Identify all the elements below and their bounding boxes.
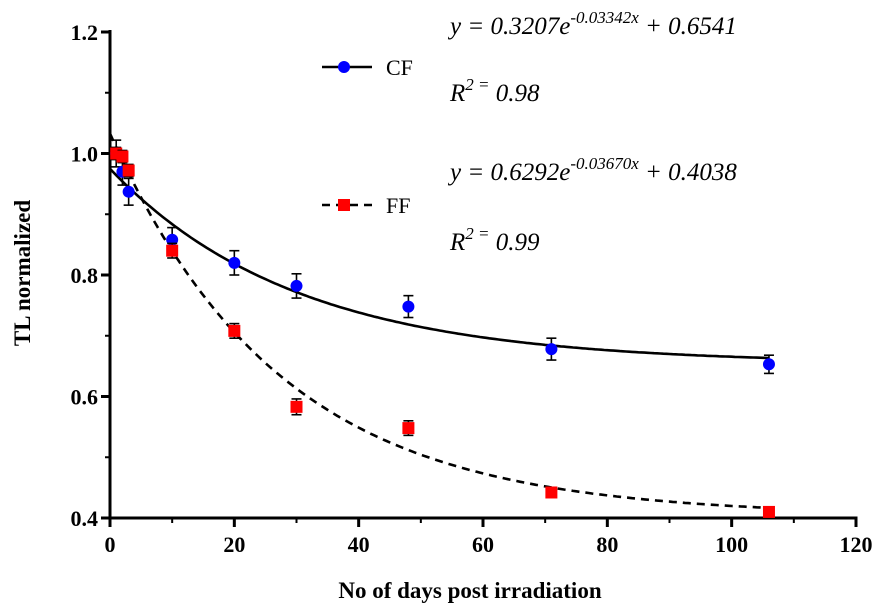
legend-label-ff: FF bbox=[386, 193, 410, 218]
fit-curve-cf bbox=[109, 167, 770, 360]
x-tick-label: 40 bbox=[348, 532, 370, 557]
point-cf bbox=[290, 279, 303, 292]
x-tick-label: 100 bbox=[715, 532, 748, 557]
x-tick-label: 80 bbox=[596, 532, 618, 557]
legend-label-cf: CF bbox=[386, 55, 413, 80]
fit-curve-ff bbox=[108, 132, 770, 510]
data-markers bbox=[110, 139, 775, 518]
point-ff bbox=[402, 422, 415, 435]
point-cf bbox=[762, 358, 775, 371]
point-cf bbox=[228, 256, 241, 269]
point-ff bbox=[545, 486, 558, 499]
point-cf bbox=[545, 343, 558, 356]
point-ff bbox=[228, 324, 241, 337]
point-ff bbox=[122, 164, 135, 177]
fit-r2-cf: R2 = 0.98 bbox=[449, 75, 540, 107]
y-axis-title: TL normalized bbox=[10, 200, 35, 347]
point-ff bbox=[116, 150, 129, 163]
point-ff bbox=[166, 244, 179, 257]
x-tick-label: 120 bbox=[840, 532, 873, 557]
y-tick-label: 0.4 bbox=[71, 506, 99, 531]
x-axis-title: No of days post irradiation bbox=[338, 578, 601, 603]
fit-equation-ff: y = 0.6292e-0.03670x + 0.4038 bbox=[447, 154, 737, 186]
y-tick-label: 1.0 bbox=[71, 142, 99, 167]
y-tick-label: 1.2 bbox=[71, 20, 99, 45]
point-cf bbox=[122, 185, 135, 198]
x-tick-label: 60 bbox=[472, 532, 494, 557]
point-ff bbox=[762, 505, 775, 518]
y-tick-label: 0.8 bbox=[71, 263, 99, 288]
x-tick-label: 0 bbox=[105, 532, 116, 557]
point-ff bbox=[290, 400, 303, 413]
fit-lines bbox=[108, 132, 770, 510]
fit-equation-cf: y = 0.3207e-0.03342x + 0.6541 bbox=[447, 8, 737, 40]
axes: 0.4 0.6 0.8 1.0 1.2 0 20 40 60 80 100 120 bbox=[71, 20, 873, 557]
point-cf bbox=[402, 300, 415, 313]
y-tick-label: 0.6 bbox=[71, 385, 99, 410]
fit-equations: y = 0.3207e-0.03342x + 0.6541 R2 = 0.98 y … bbox=[447, 8, 737, 256]
legend-marker-cf bbox=[338, 61, 350, 73]
fit-r2-ff: R2 = 0.99 bbox=[449, 224, 540, 256]
legend-marker-ff bbox=[338, 199, 350, 211]
legend: CF FF bbox=[322, 55, 413, 218]
x-tick-label: 20 bbox=[223, 532, 245, 557]
